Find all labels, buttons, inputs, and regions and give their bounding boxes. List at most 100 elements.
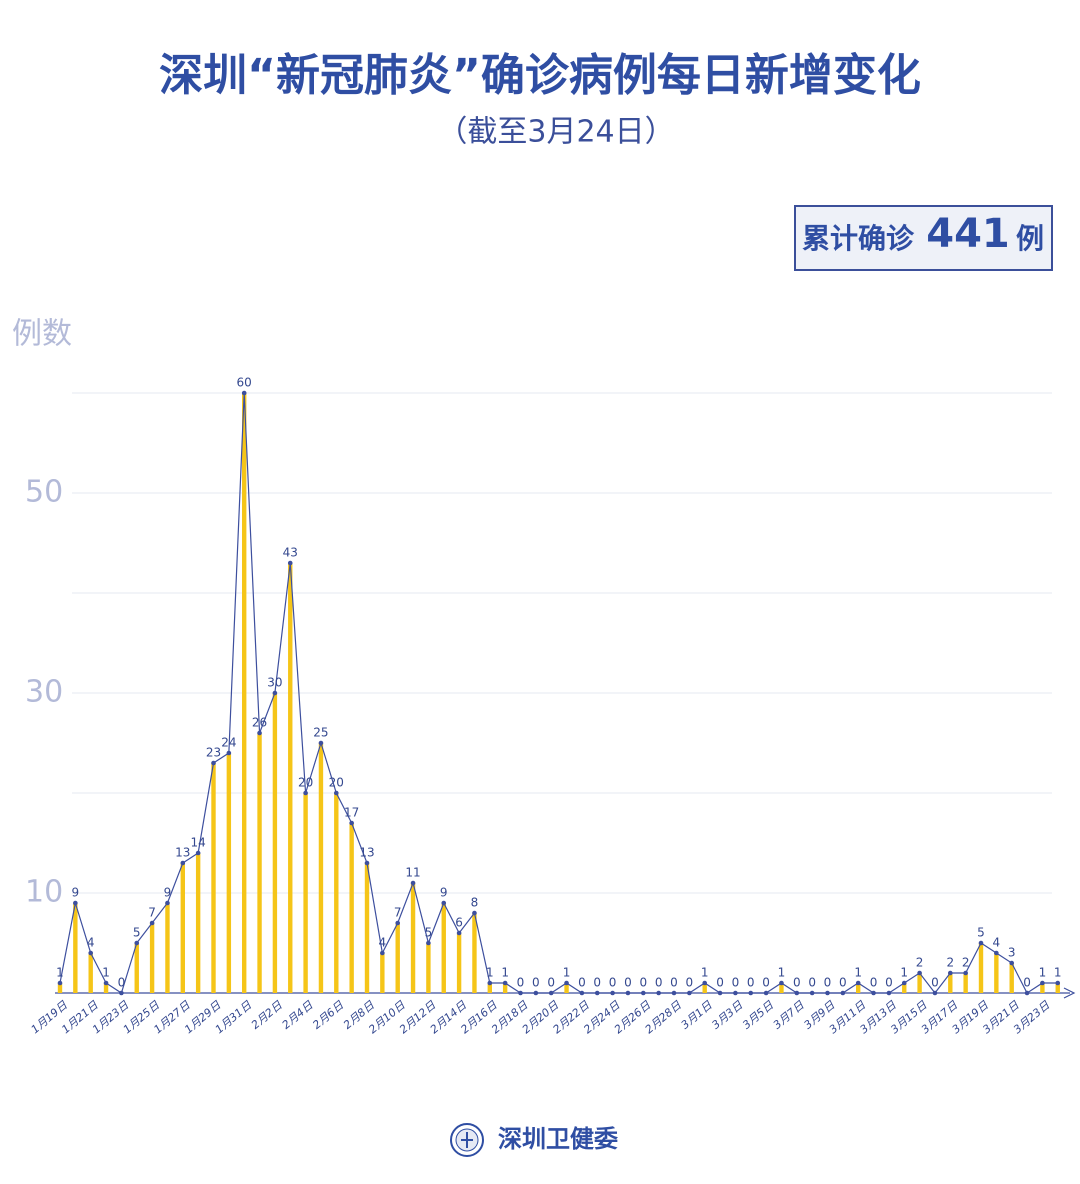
value-label: 0 (532, 976, 540, 990)
value-label: 1 (563, 966, 571, 980)
value-label: 24 (221, 736, 236, 750)
point (456, 930, 462, 936)
point (1009, 960, 1014, 966)
point (119, 990, 124, 996)
bar (779, 983, 784, 993)
bar (195, 853, 201, 993)
axis-arrow (1063, 987, 1076, 999)
value-label: 0 (686, 976, 694, 990)
value-label: 26 (252, 716, 267, 730)
value-label: 0 (808, 976, 816, 990)
value-label: 20 (298, 776, 313, 790)
value-label: 9 (164, 886, 172, 900)
value-label: 8 (471, 896, 479, 910)
point (395, 920, 401, 926)
point (702, 980, 707, 986)
point (410, 880, 416, 886)
point (917, 970, 922, 976)
point (855, 980, 861, 986)
point (948, 970, 953, 976)
value-label: 4 (993, 936, 1001, 950)
y-tick-label: 30 (25, 675, 63, 710)
value-label: 23 (206, 746, 221, 760)
bar (441, 903, 446, 993)
point (564, 980, 569, 986)
point (687, 990, 692, 996)
point (579, 990, 585, 996)
value-label: 3 (1008, 946, 1016, 960)
value-label: 9 (440, 886, 448, 900)
point (334, 790, 339, 796)
point (134, 940, 140, 946)
bar (165, 903, 170, 993)
value-label: 0 (824, 976, 832, 990)
chart-subtitle: （截至3月24日） (437, 115, 674, 150)
point (349, 820, 354, 826)
value-label: 25 (313, 726, 328, 740)
value-label: 30 (267, 676, 282, 690)
bar (902, 983, 907, 993)
point (211, 760, 216, 766)
point (380, 950, 385, 956)
bar (472, 913, 477, 993)
value-label: 1 (900, 966, 908, 980)
value-label: 0 (639, 976, 647, 990)
value-label: 5 (977, 926, 985, 940)
value-label: 0 (670, 976, 678, 990)
point (779, 980, 784, 986)
point (226, 750, 232, 756)
point (733, 990, 738, 996)
bar (226, 753, 232, 993)
value-label: 2 (962, 956, 970, 970)
bar (702, 983, 707, 993)
x-tick-label: 3月5日 (740, 998, 777, 1032)
bar (134, 943, 139, 993)
point (272, 690, 278, 696)
point (594, 990, 600, 996)
value-label: 6 (455, 916, 463, 930)
value-label: 5 (133, 926, 141, 940)
point (533, 990, 539, 996)
bar (242, 393, 247, 993)
bar (917, 973, 922, 993)
y-tick-label: 10 (25, 875, 63, 910)
value-label: 0 (517, 976, 525, 990)
point (257, 730, 262, 736)
point (671, 990, 677, 996)
point (180, 860, 186, 866)
point (825, 990, 830, 996)
point (932, 990, 938, 996)
value-label: 1 (102, 966, 110, 980)
point (441, 900, 447, 906)
value-label: 0 (732, 976, 740, 990)
bar (487, 983, 492, 993)
point (318, 740, 324, 746)
value-label: 60 (237, 376, 252, 390)
x-tick-label: 3月1日 (679, 998, 716, 1032)
x-tick-label: 2月4日 (280, 998, 317, 1032)
value-label: 1 (854, 966, 862, 980)
value-label: 5 (425, 926, 433, 940)
value-label: 1 (501, 966, 509, 980)
value-label: 17 (344, 806, 359, 820)
value-label: 0 (547, 976, 555, 990)
value-label: 1 (486, 966, 494, 980)
value-label: 0 (578, 976, 586, 990)
point (641, 990, 646, 996)
bar (180, 863, 185, 993)
value-label: 13 (359, 846, 374, 860)
bar (334, 793, 339, 993)
value-label: 0 (793, 976, 801, 990)
bar (318, 743, 324, 993)
value-label: 1 (56, 966, 64, 980)
point (994, 950, 999, 956)
value-label: 1 (1054, 966, 1062, 980)
total-value: 441 (926, 211, 1010, 257)
total-prefix: 累计确诊 (802, 222, 915, 255)
bar (380, 953, 385, 993)
bar (395, 923, 400, 993)
bar (963, 973, 968, 993)
value-label: 1 (701, 966, 709, 980)
x-tick-label: 2月2日 (249, 998, 286, 1032)
